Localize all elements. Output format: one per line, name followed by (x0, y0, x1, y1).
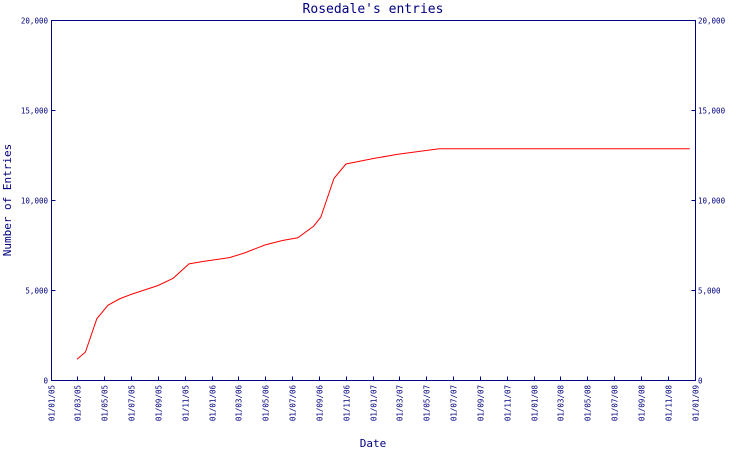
plot-frame (51, 20, 696, 381)
y-tick-label-left: 20,000 (21, 17, 49, 26)
x-axis-label: Date (360, 437, 387, 450)
y-tick-label-right: 5,000 (698, 287, 721, 296)
x-tick-label: 01/05/05 (101, 385, 110, 421)
series-group (76, 148, 690, 360)
x-tick-label: 01/01/08 (531, 385, 540, 422)
x-tick-label: 01/09/08 (638, 385, 647, 422)
x-tick-label: 01/01/07 (370, 385, 379, 421)
x-tick-label: 01/03/05 (74, 385, 83, 421)
y-tick-label-left: 0 (43, 377, 48, 386)
x-tick-label: 01/07/08 (611, 385, 620, 422)
chart-axes (51, 20, 696, 381)
tick-group: 0 0 5,000 5,000 10,000 10,000 15,000 15,000 20,0… (21, 17, 726, 422)
x-tick-label: 01/05/06 (262, 385, 271, 422)
x-tick-label: 01/11/06 (343, 385, 352, 422)
x-tick-label: 01/11/07 (504, 385, 513, 421)
x-tick-label: 01/07/06 (289, 385, 298, 422)
x-tick-label: 01/09/05 (155, 385, 164, 421)
x-tick-label: 01/11/05 (182, 385, 191, 421)
y-tick-label-right: 0 (698, 377, 703, 386)
y-tick-label-left: 10,000 (21, 197, 49, 206)
x-tick-label: 01/03/06 (235, 385, 244, 422)
x-tick-label: 01/03/07 (396, 385, 405, 421)
x-tick-label: 01/07/05 (128, 385, 137, 421)
x-tick-label: 01/09/07 (477, 385, 486, 421)
chart-title: Rosedale's entries (303, 2, 444, 17)
x-tick-label: 01/09/06 (316, 385, 325, 422)
x-tick-label: 01/11/08 (665, 385, 674, 422)
y-tick-label-right: 15,000 (698, 107, 726, 116)
y-tick-label-right: 20,000 (698, 17, 726, 26)
x-tick-label: 01/01/09 (692, 385, 701, 421)
x-tick-label: 01/03/08 (557, 385, 566, 422)
x-tick-label: 01/05/08 (584, 385, 593, 422)
x-tick-label: 01/05/07 (423, 385, 432, 421)
series-line (76, 148, 690, 360)
y-tick-label-left: 15,000 (21, 107, 49, 116)
x-tick-label: 01/01/05 (48, 385, 57, 421)
x-tick-label: 01/07/07 (450, 385, 459, 421)
y-tick-label-right: 10,000 (698, 197, 726, 206)
x-tick-label: 01/01/06 (209, 385, 218, 422)
y-axis-label: Number of Entries (1, 144, 14, 257)
y-tick-label-left: 5,000 (25, 287, 48, 296)
